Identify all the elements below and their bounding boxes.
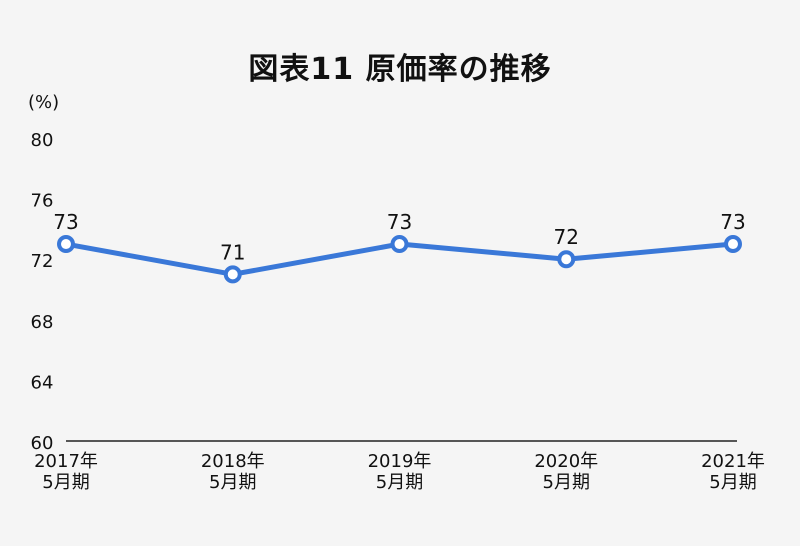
y-tick-label: 72 (31, 251, 54, 272)
data-point (223, 265, 242, 284)
x-tick-label: 2021年 5月期 (701, 451, 765, 493)
y-axis-ticks: 60 64 68 72 76 80 (31, 130, 54, 454)
x-tick-label: 2020年 5月期 (534, 451, 598, 493)
y-tick-label: 68 (31, 312, 54, 333)
data-point (390, 235, 409, 254)
data-label: 72 (554, 225, 579, 249)
y-tick-label: 80 (31, 130, 54, 151)
y-tick-label: 60 (31, 433, 54, 454)
y-axis-unit-label: (%) (28, 92, 59, 113)
chart-title: 図表11 原価率の推移 (248, 52, 552, 87)
data-point (724, 235, 742, 254)
data-labels: 73 71 73 72 73 (53, 210, 745, 264)
y-tick-label: 76 (31, 191, 54, 212)
data-point (57, 235, 75, 254)
data-points (57, 235, 742, 284)
y-tick-label: 64 (31, 372, 54, 393)
data-label: 73 (53, 210, 78, 234)
x-tick-label: 2019年 5月期 (368, 451, 432, 493)
data-label: 71 (220, 240, 245, 264)
x-axis-ticks: 2017年 5月期 2018年 5月期 2019年 5月期 2020年 5月期 2021年 5月期 (34, 451, 765, 493)
data-label: 73 (720, 210, 745, 234)
data-label: 73 (387, 210, 412, 234)
x-tick-label: 2018年 5月期 (201, 451, 265, 493)
x-tick-label: 2017年 5月期 (34, 451, 98, 493)
data-point (557, 250, 576, 269)
